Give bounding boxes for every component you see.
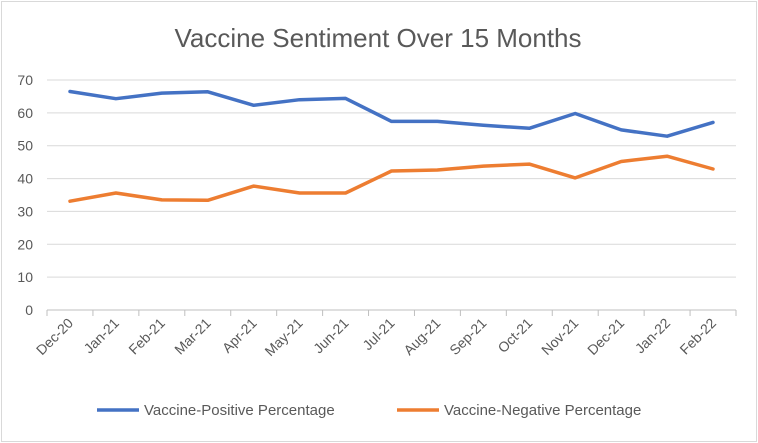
y-tick-label: 50 xyxy=(17,138,33,154)
y-axis-tick-labels: 0 10 20 30 40 50 60 70 xyxy=(17,72,33,318)
legend-label: Vaccine-Positive Percentage xyxy=(144,402,335,419)
x-tick-label: Nov-21 xyxy=(538,315,581,358)
x-tick-label: Sep-21 xyxy=(446,315,489,358)
y-tick-label: 20 xyxy=(17,236,33,252)
x-tick-label: May-21 xyxy=(261,315,305,359)
x-tick-label: Dec-20 xyxy=(33,315,76,358)
x-tick-label: Oct-21 xyxy=(494,315,535,356)
series-lines xyxy=(68,89,715,203)
series-line-2 xyxy=(68,154,715,203)
x-tick-label: Dec-21 xyxy=(584,315,627,358)
x-tick-label: Aug-21 xyxy=(400,315,443,358)
x-tick-label: Jan-21 xyxy=(80,315,122,357)
x-tick-label: Mar-21 xyxy=(171,315,214,358)
legend-label: Vaccine-Negative Percentage xyxy=(444,402,641,419)
x-tick-label: Apr-21 xyxy=(219,315,260,356)
x-tick-label: Feb-22 xyxy=(676,315,719,358)
x-axis-tick-labels: Dec-20 Jan-21 Feb-21 Mar-21 Apr-21 May-21 Jun-… xyxy=(33,315,719,359)
x-tick-label: Jun-21 xyxy=(310,315,352,357)
y-tick-label: 40 xyxy=(17,171,33,187)
x-tick-label: Jan-22 xyxy=(632,315,674,357)
x-tick-label: Jul-21 xyxy=(359,315,397,353)
x-tick-label: Feb-21 xyxy=(125,315,168,358)
y-tick-label: 30 xyxy=(17,203,33,219)
y-tick-label: 60 xyxy=(17,105,33,121)
legend: Vaccine-Positive Percentage Vaccine-Negat… xyxy=(97,402,641,419)
x-axis xyxy=(46,309,737,316)
series-line-1 xyxy=(68,89,715,138)
chart-title: Vaccine Sentiment Over 15 Months xyxy=(174,23,581,53)
y-tick-label: 0 xyxy=(25,302,33,318)
y-tick-label: 70 xyxy=(17,72,33,88)
gridlines xyxy=(47,79,736,278)
y-tick-label: 10 xyxy=(17,269,33,285)
